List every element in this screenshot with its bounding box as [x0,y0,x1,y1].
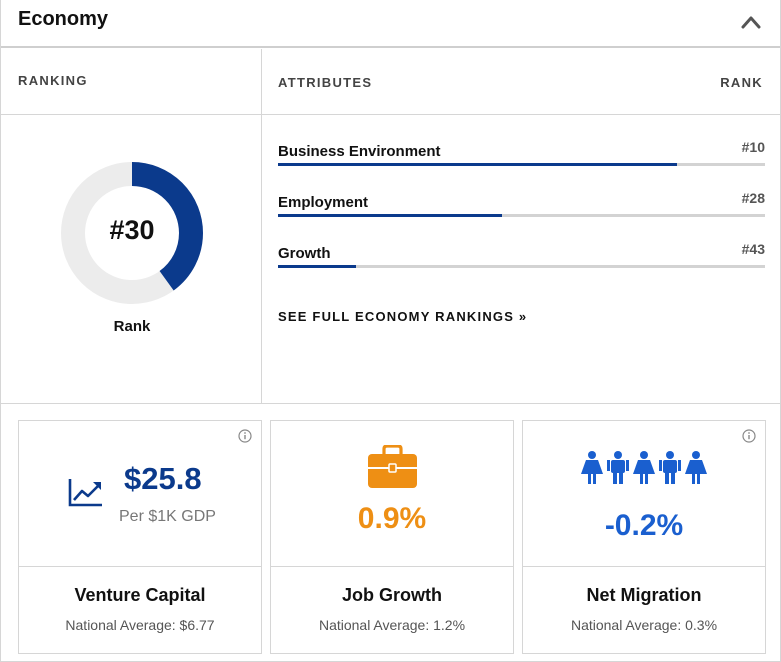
full-rankings-link[interactable]: SEE FULL ECONOMY RANKINGS » [278,309,528,324]
card-national-average: National Average: $6.77 [65,617,215,633]
job-growth-value: 0.9% [357,502,427,535]
card-title: Venture Capital [74,585,206,605]
attribute-rank: #43 [741,241,765,257]
header-row-divider [1,114,780,115]
attributes-label: ATTRIBUTES [278,75,373,90]
attribute-bar-fill [278,214,503,217]
briefcase-icon [368,445,417,488]
attribute-name: Employment [278,194,369,211]
ranking-label: RANKING [18,73,88,88]
attribute-rank: #28 [741,190,765,206]
card-title: Net Migration [586,585,702,605]
attribute-name: Growth [278,245,331,262]
info-icon[interactable] [238,429,252,443]
net-migration-value: -0.2% [604,509,684,542]
rank-caption: Rank [113,318,151,335]
section-divider [1,403,780,404]
attribute-bar-track [278,214,765,217]
attribute-bar-track [278,265,765,268]
job-growth-card: 0.9% Job Growth National Average: 1.2% [270,420,514,654]
card-title: Job Growth [342,585,442,605]
attribute-row: Employment #28 [278,190,765,234]
attribute-bar-fill [278,163,678,166]
rank-donut [61,162,203,304]
attribute-bar-track [278,163,765,166]
attribute-bar-fill [278,265,356,268]
net-migration-card: -0.2% Net Migration National Average: 0.… [522,420,766,654]
donut-fill [61,162,203,304]
venture-capital-card: $25.8 Per $1K GDP Venture Capital Nation… [18,420,262,654]
attribute-rank: #10 [741,139,765,155]
chevron-up-icon[interactable] [740,12,762,32]
venture-capital-unit: Per $1K GDP [119,508,216,525]
card-divider [523,566,765,567]
info-icon[interactable] [742,429,756,443]
panel-title: Economy [18,8,109,30]
attribute-row: Business Environment #10 [278,139,765,183]
attribute-name: Business Environment [278,143,441,160]
panel-header[interactable]: Economy [1,0,780,48]
rank-column-label: RANK [720,75,763,90]
card-divider [271,566,513,567]
card-national-average: National Average: 0.3% [570,617,718,633]
column-divider [261,49,262,403]
rank-value: #30 [109,215,155,245]
card-national-average: National Average: 1.2% [318,617,466,633]
card-divider [19,566,261,567]
attribute-row: Growth #43 [278,241,765,285]
venture-capital-value: $25.8 [124,461,202,496]
trend-up-icon [68,479,102,507]
people-icon [581,451,707,484]
